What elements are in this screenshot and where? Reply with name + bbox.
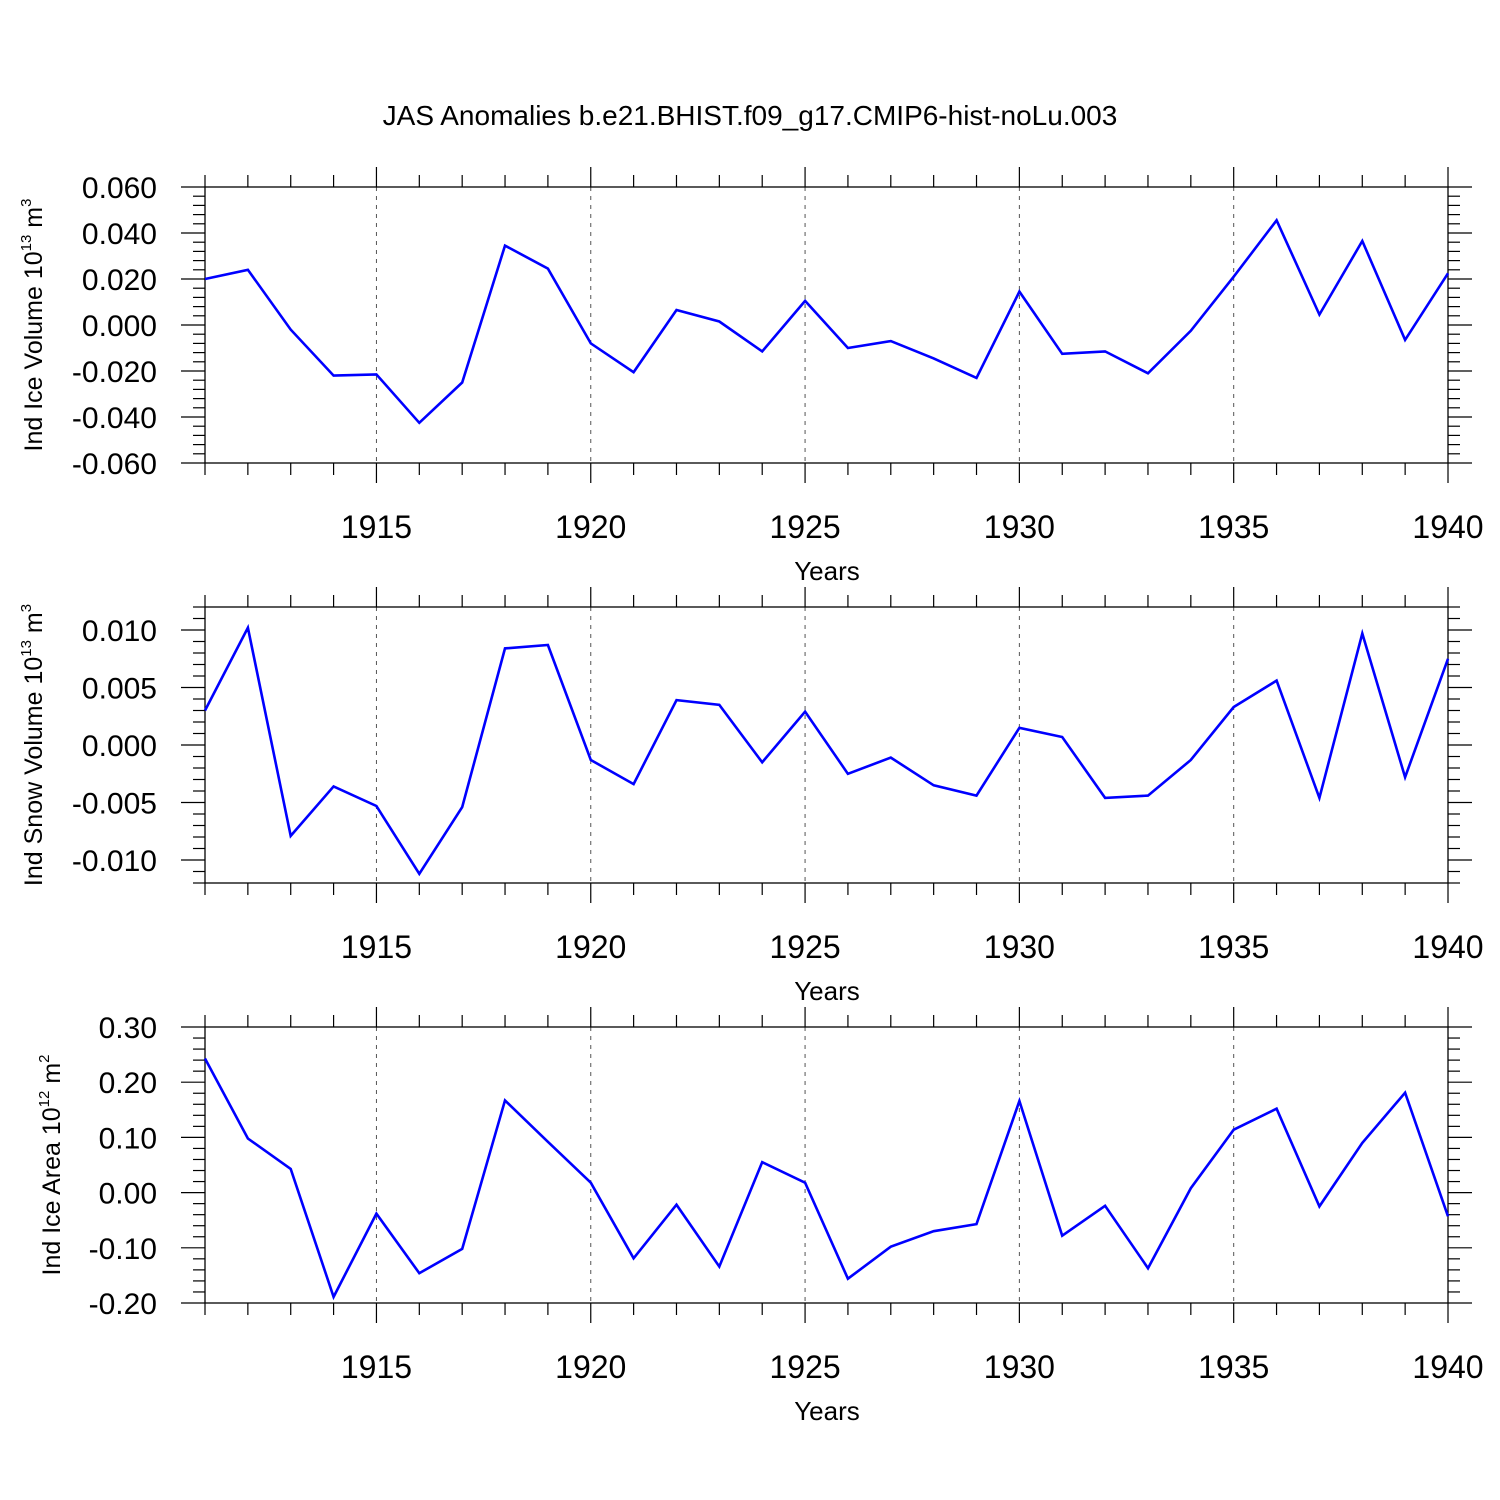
y-tick-label: -0.010	[72, 845, 157, 878]
y-axis-label: Ind Ice Area 1012 m2	[36, 1055, 66, 1276]
y-axis-label-exponent: 13	[18, 235, 35, 252]
x-tick-label: 1940	[1412, 1349, 1483, 1385]
y-tick-label: 0.005	[82, 673, 157, 706]
chart-panel-1: -0.060 -0.040 -0.020 0.000 0.020 0.040 0.060 19…	[18, 167, 1484, 586]
y-tick-label: -0.020	[72, 356, 157, 389]
y-axis-label-text: Ind Ice Area 10	[38, 1107, 66, 1275]
x-axis-label: Years	[794, 556, 860, 586]
y-axis-label-exponent: 12	[36, 1091, 53, 1108]
y-tick-label: 0.010	[82, 615, 157, 648]
x-tick-label: 1920	[555, 509, 626, 545]
chart-panel-3: -0.20 -0.10 0.00 0.10 0.20 0.30 1915 1920 1925 19…	[36, 1007, 1484, 1426]
x-tick-label: 1940	[1412, 929, 1483, 965]
y-axis-label-text: Ind Ice Volume 10	[20, 251, 48, 451]
y-tick-label: -0.10	[89, 1233, 157, 1266]
series-line	[203, 623, 1450, 877]
x-tick-label: 1930	[984, 929, 1055, 965]
x-tick-label: 1925	[769, 509, 840, 545]
x-tick-label: 1925	[769, 1349, 840, 1385]
y-tick-label: 0.000	[82, 310, 157, 343]
y-axis-label-unit: m	[20, 612, 48, 640]
x-tick-label: 1925	[769, 929, 840, 965]
x-tick-label: 1935	[1198, 1349, 1269, 1385]
x-tick-label: 1920	[555, 929, 626, 965]
x-tick-label: 1935	[1198, 509, 1269, 545]
x-tick-label: 1930	[984, 509, 1055, 545]
y-axis-label: Ind Ice Volume 1013 m3	[18, 199, 48, 452]
y-tick-label: 0.000	[82, 730, 157, 763]
y-axis-label: Ind Snow Volume 1013 m3	[18, 604, 48, 886]
y-tick-label: 0.00	[99, 1178, 157, 1211]
y-axis-label-unit-exponent: 3	[18, 199, 35, 207]
y-tick-label: 0.040	[82, 218, 157, 251]
x-tick-label: 1915	[341, 509, 412, 545]
y-axis-label-unit: m	[20, 207, 48, 235]
series-line	[204, 217, 1450, 425]
plot-frame	[204, 1026, 1449, 1304]
y-tick-label: 0.10	[99, 1122, 157, 1155]
x-tick-label: 1920	[555, 1349, 626, 1385]
figure-title: JAS Anomalies b.e21.BHIST.f09_g17.CMIP6-…	[383, 100, 1118, 131]
y-axis-label-text: Ind Snow Volume 10	[20, 657, 48, 886]
x-tick-label: 1915	[341, 1349, 412, 1385]
x-tick-label: 1915	[341, 929, 412, 965]
x-tick-label: 1935	[1198, 929, 1269, 965]
y-tick-label: -0.005	[72, 788, 157, 821]
y-tick-label: -0.060	[72, 448, 157, 481]
y-tick-label: 0.060	[82, 172, 157, 205]
y-tick-label: 0.20	[99, 1067, 157, 1100]
x-axis-label: Years	[794, 1396, 860, 1426]
x-tick-label: 1930	[984, 1349, 1055, 1385]
y-tick-label: -0.040	[72, 402, 157, 435]
y-tick-label: -0.20	[89, 1288, 157, 1321]
y-axis-label-unit: m	[38, 1063, 66, 1091]
x-axis-label: Years	[794, 976, 860, 1006]
plot-frame	[204, 606, 1449, 884]
series-line	[203, 1057, 1450, 1301]
y-tick-label: 0.020	[82, 264, 157, 297]
chart-panel-2: -0.010 -0.005 0.000 0.005 0.010 1915 1920 1925 1…	[18, 587, 1484, 1006]
y-axis-label-unit-exponent: 2	[36, 1055, 53, 1063]
y-axis-label-unit-exponent: 3	[18, 604, 35, 612]
x-tick-label: 1940	[1412, 509, 1483, 545]
y-tick-label: 0.30	[99, 1012, 157, 1045]
y-axis-label-exponent: 13	[18, 640, 35, 657]
